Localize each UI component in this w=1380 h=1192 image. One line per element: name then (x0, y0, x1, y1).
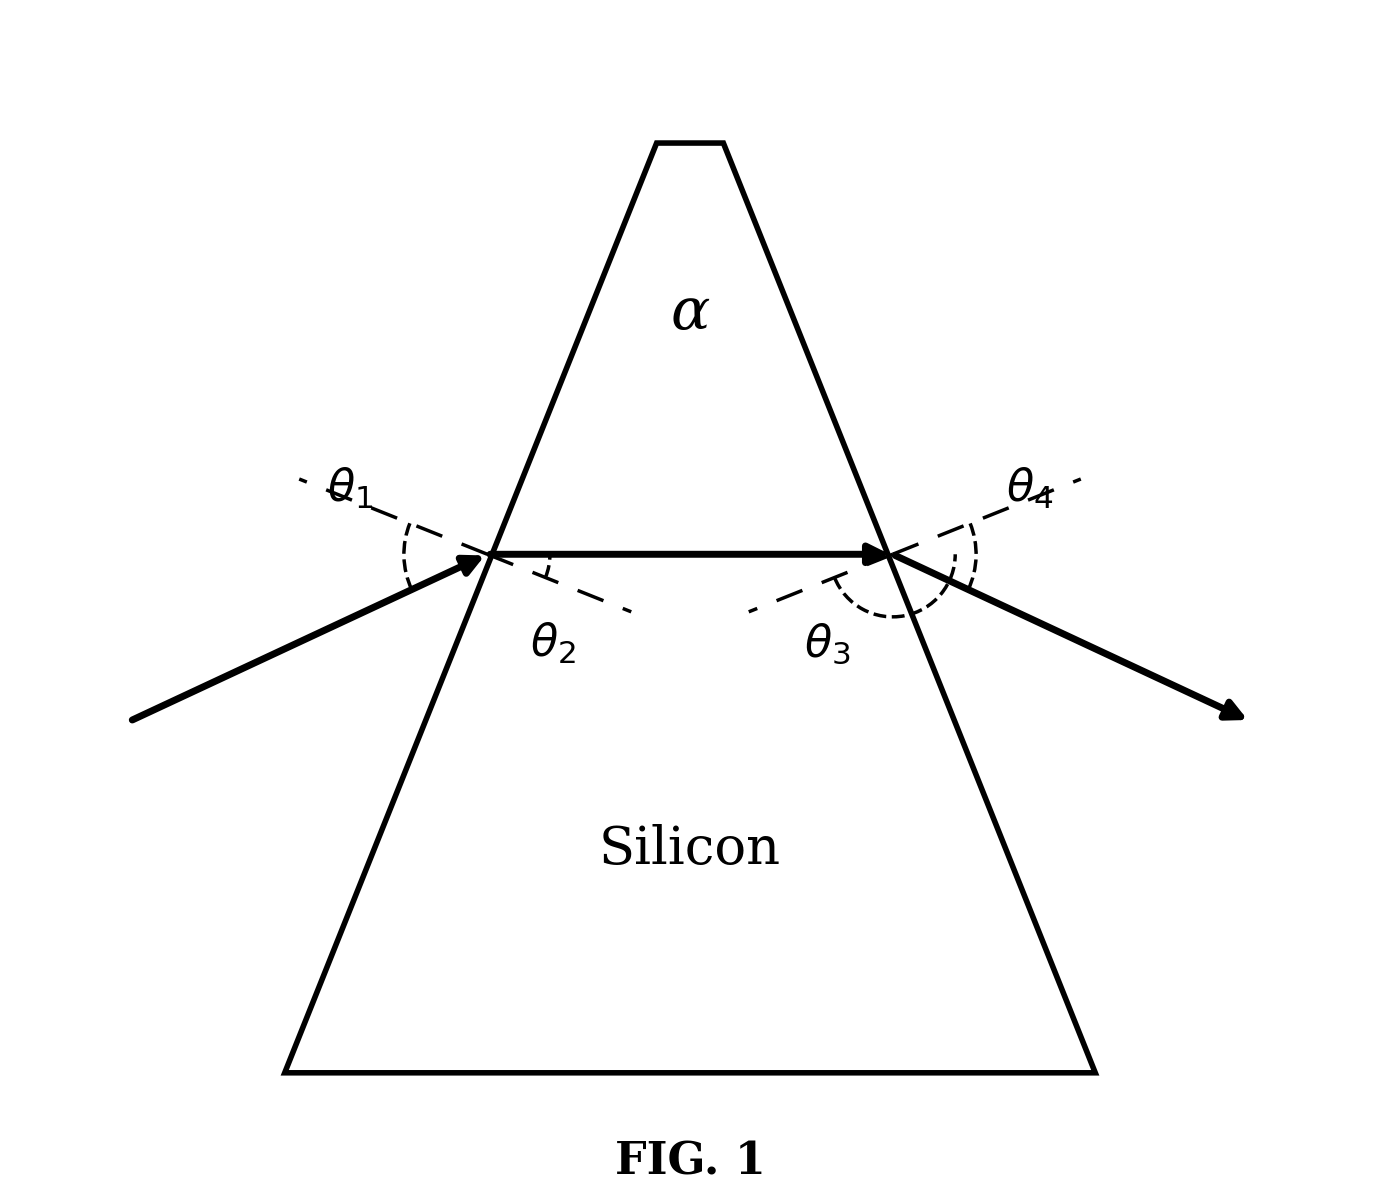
Text: $\theta_2$: $\theta_2$ (530, 621, 575, 666)
Text: α: α (671, 285, 709, 341)
Text: Silicon: Silicon (599, 824, 781, 875)
Text: FIG. 1: FIG. 1 (614, 1141, 766, 1184)
Text: $\theta_1$: $\theta_1$ (327, 466, 374, 511)
Text: $\theta_3$: $\theta_3$ (803, 621, 850, 666)
Text: $\theta_4$: $\theta_4$ (1006, 466, 1053, 511)
Polygon shape (284, 143, 1096, 1073)
